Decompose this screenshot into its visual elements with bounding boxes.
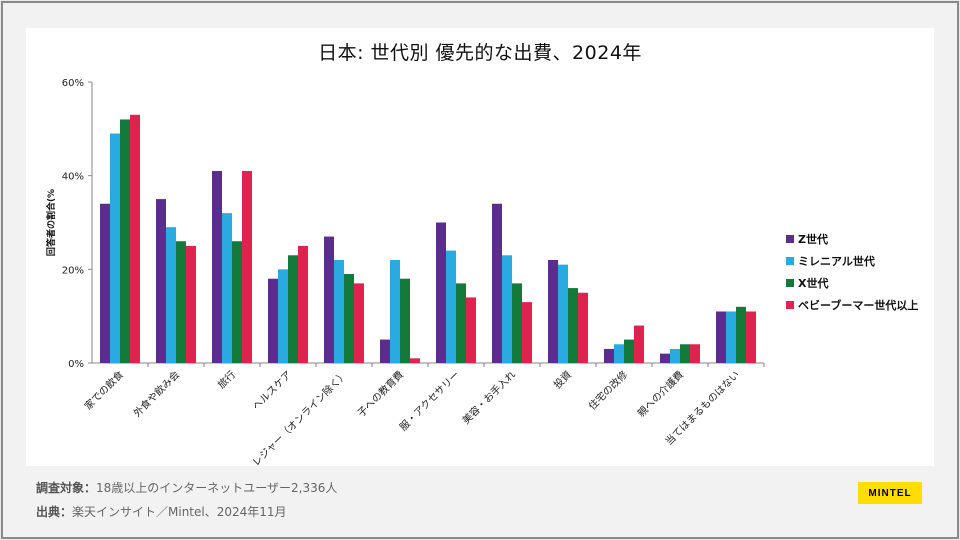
bar-2-9 [558, 264, 568, 363]
x-tick-label: 投資 [551, 368, 574, 391]
bar-3-1 [120, 119, 130, 363]
bar-2-2 [166, 227, 176, 363]
legend-item: Z世代 [786, 228, 918, 250]
x-tick-label: 家での飲食 [82, 368, 127, 413]
bar-1-9 [548, 259, 558, 363]
bar-2-5 [334, 259, 344, 363]
legend-swatch [786, 279, 794, 287]
x-tick-label: レジャー（オンライン除く） [249, 368, 350, 469]
bar-4-2 [186, 245, 196, 363]
y-tick-label: 0% [68, 359, 84, 370]
legend-swatch [786, 257, 794, 265]
legend-label: Z世代 [798, 233, 828, 246]
chart-legend: Z世代ミレニアル世代 X世代ベビーブーマー世代以上 [786, 228, 918, 316]
bar-1-11 [660, 353, 670, 363]
x-tick-label: 美容・お手入れ [459, 368, 518, 427]
bar-4-8 [522, 302, 532, 363]
bar-3-12 [736, 306, 746, 363]
bar-3-7 [456, 283, 466, 363]
bar-2-10 [614, 344, 624, 363]
survey-target-value: 18歳以上のインターネットユーザー2,336人 [96, 481, 338, 495]
x-tick-label: 親への介護費 [635, 368, 687, 420]
bar-3-2 [176, 241, 186, 363]
source-value: 楽天インサイト／Mintel、2024年11月 [72, 505, 287, 519]
bar-3-8 [512, 283, 522, 363]
bar-2-12 [726, 311, 736, 363]
bar-1-8 [492, 203, 502, 363]
bar-3-5 [344, 274, 354, 363]
x-tick-label: 子への教育費 [355, 368, 407, 420]
bar-4-7 [466, 297, 476, 363]
y-tick-label: 20% [62, 265, 84, 276]
bar-4-1 [130, 114, 140, 364]
y-tick-label: 60% [62, 78, 84, 89]
legend-item: X世代 [786, 272, 918, 294]
legend-label: ミレニアル世代 [798, 255, 875, 268]
bar-4-11 [690, 344, 700, 363]
bar-3-9 [568, 288, 578, 363]
bar-4-12 [746, 311, 756, 363]
bar-3-6 [400, 278, 410, 363]
bar-4-5 [354, 283, 364, 363]
bar-4-4 [298, 245, 308, 363]
bar-1-3 [212, 170, 222, 363]
bar-2-6 [390, 259, 400, 363]
bar-1-10 [604, 348, 614, 363]
bar-2-4 [278, 269, 288, 363]
legend-item: ベビーブーマー世代以上 [786, 294, 918, 316]
bar-4-6 [410, 358, 420, 363]
x-tick-label: 住宅の改修 [586, 368, 631, 413]
bar-1-1 [100, 203, 110, 363]
bar-1-4 [268, 278, 278, 363]
bar-2-11 [670, 348, 680, 363]
bar-4-3 [242, 170, 252, 363]
bar-2-3 [222, 213, 232, 363]
x-tick-label: 外食や飲み会 [131, 368, 183, 420]
legend-swatch [786, 301, 794, 309]
bar-1-2 [156, 199, 166, 363]
bar-3-11 [680, 344, 690, 363]
bar-1-6 [380, 339, 390, 363]
bar-2-1 [110, 133, 120, 363]
x-tick-label: 旅行 [215, 368, 238, 391]
legend-label: X世代 [798, 277, 829, 290]
legend-item: ミレニアル世代 [786, 250, 918, 272]
x-tick-label: ヘルスケア [250, 369, 294, 413]
bar-2-7 [446, 250, 456, 363]
mintel-logo: MINTEL [858, 482, 922, 504]
legend-label: ベビーブーマー世代以上 [798, 299, 919, 312]
bar-4-9 [578, 292, 588, 363]
bar-1-7 [436, 222, 446, 363]
y-tick-label: 40% [62, 172, 84, 183]
bar-3-4 [288, 255, 298, 363]
source-note: 出典：楽天インサイト／Mintel、2024年11月 [36, 503, 287, 520]
x-tick-label: 服・アクセサリー [397, 369, 462, 434]
bar-3-3 [232, 241, 242, 363]
chart-title: 日本: 世代別 優先的な出費、2024年 [318, 42, 642, 64]
source-label: 出典： [36, 505, 73, 519]
bar-1-12 [716, 311, 726, 363]
bar-1-5 [324, 236, 334, 363]
y-axis-label: 回答者の割合(% [45, 189, 57, 256]
survey-target: 調査対象：18歳以上のインターネットユーザー2,336人 [36, 479, 337, 496]
bar-2-8 [502, 255, 512, 363]
bar-3-10 [624, 339, 634, 363]
survey-target-label: 調査対象： [36, 481, 97, 495]
bar-4-10 [634, 325, 644, 363]
legend-swatch [786, 235, 794, 243]
